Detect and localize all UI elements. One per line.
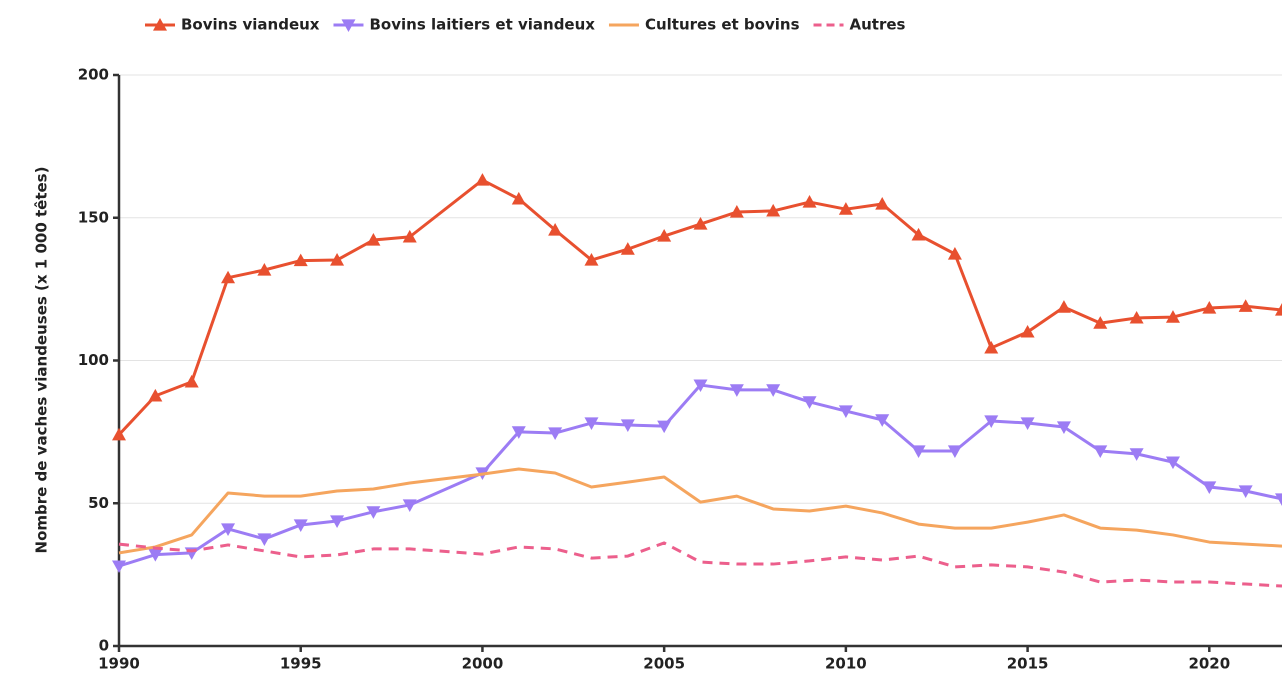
plot-area — [112, 173, 1282, 588]
point-marker — [802, 396, 817, 409]
point-marker — [293, 519, 308, 532]
point-marker — [1056, 421, 1071, 435]
series-line — [117, 178, 1282, 436]
point-marker — [548, 223, 563, 236]
series-line — [118, 541, 1282, 588]
point-marker — [620, 242, 635, 255]
legend-label: Bovins laitiers et viandeux — [369, 16, 595, 34]
point-marker — [584, 253, 599, 266]
x-tick-label: 2015 — [1007, 655, 1049, 673]
y-tick-label: 150 — [78, 208, 109, 226]
point-marker — [657, 229, 672, 242]
point-marker — [402, 499, 417, 512]
point-marker — [766, 384, 781, 397]
point-marker — [257, 262, 272, 276]
point-marker — [511, 191, 526, 205]
y-tick-label: 50 — [88, 494, 109, 512]
point-marker — [548, 427, 563, 441]
point-marker — [766, 203, 781, 217]
point-marker — [838, 405, 853, 419]
series-line — [118, 467, 1282, 555]
legend-label: Autres — [850, 16, 906, 34]
y-tick-label: 200 — [78, 66, 109, 84]
point-marker — [947, 445, 962, 459]
point-marker — [1093, 445, 1108, 459]
point-marker — [1202, 300, 1217, 314]
point-marker — [1020, 417, 1035, 431]
point-marker — [184, 374, 199, 388]
point-marker — [620, 419, 635, 433]
x-tick-label: 1995 — [280, 655, 322, 673]
point-marker — [221, 270, 236, 284]
point-marker — [148, 549, 163, 562]
point-marker — [875, 414, 890, 427]
legend-label: Bovins viandeux — [181, 16, 320, 34]
point-marker — [1129, 448, 1144, 461]
point-marker — [366, 506, 381, 519]
point-marker — [402, 229, 417, 243]
legend-marker — [153, 18, 167, 31]
point-marker — [838, 202, 853, 215]
point-marker — [366, 233, 381, 246]
point-marker — [984, 340, 999, 354]
point-marker — [875, 197, 890, 210]
point-marker — [584, 417, 599, 431]
y-axis-label: Nombre de vaches viandeuses (x 1 000 têt… — [33, 167, 51, 554]
point-marker — [911, 445, 926, 459]
y-tick-label: 100 — [78, 351, 109, 369]
point-marker — [148, 388, 163, 402]
legend-label: Cultures et bovins — [645, 16, 800, 34]
point-marker — [729, 384, 744, 397]
series-line — [118, 383, 1282, 568]
legend-marker — [341, 19, 356, 32]
point-marker — [257, 533, 272, 546]
point-marker — [984, 415, 999, 429]
point-marker — [693, 217, 708, 230]
x-tick-label: 2005 — [643, 655, 685, 673]
point-marker — [475, 173, 490, 186]
point-marker — [112, 560, 126, 574]
x-tick-label: 2010 — [825, 655, 867, 673]
point-marker — [1275, 302, 1282, 316]
point-marker — [1129, 310, 1144, 324]
x-tick-label: 2000 — [462, 655, 504, 673]
point-marker — [947, 247, 962, 260]
point-marker — [1093, 316, 1108, 329]
x-tick-label: 1990 — [98, 655, 140, 673]
point-marker — [729, 205, 744, 218]
point-marker — [330, 515, 345, 528]
point-marker — [1238, 485, 1253, 498]
point-marker — [1165, 456, 1180, 470]
point-marker — [221, 523, 236, 536]
point-marker — [1202, 481, 1217, 494]
point-marker — [693, 379, 708, 393]
point-marker — [911, 227, 926, 241]
point-marker — [1165, 310, 1180, 323]
point-marker — [1238, 299, 1253, 312]
point-marker — [1056, 300, 1071, 313]
x-tick-label: 2020 — [1188, 655, 1230, 673]
point-marker — [1020, 324, 1035, 338]
point-marker — [802, 195, 817, 208]
y-tick-label: 0 — [99, 637, 109, 655]
point-marker — [657, 420, 672, 434]
point-marker — [511, 426, 526, 439]
point-marker — [293, 253, 308, 267]
point-marker — [112, 427, 126, 441]
point-marker — [1275, 493, 1282, 506]
point-marker — [330, 253, 345, 266]
